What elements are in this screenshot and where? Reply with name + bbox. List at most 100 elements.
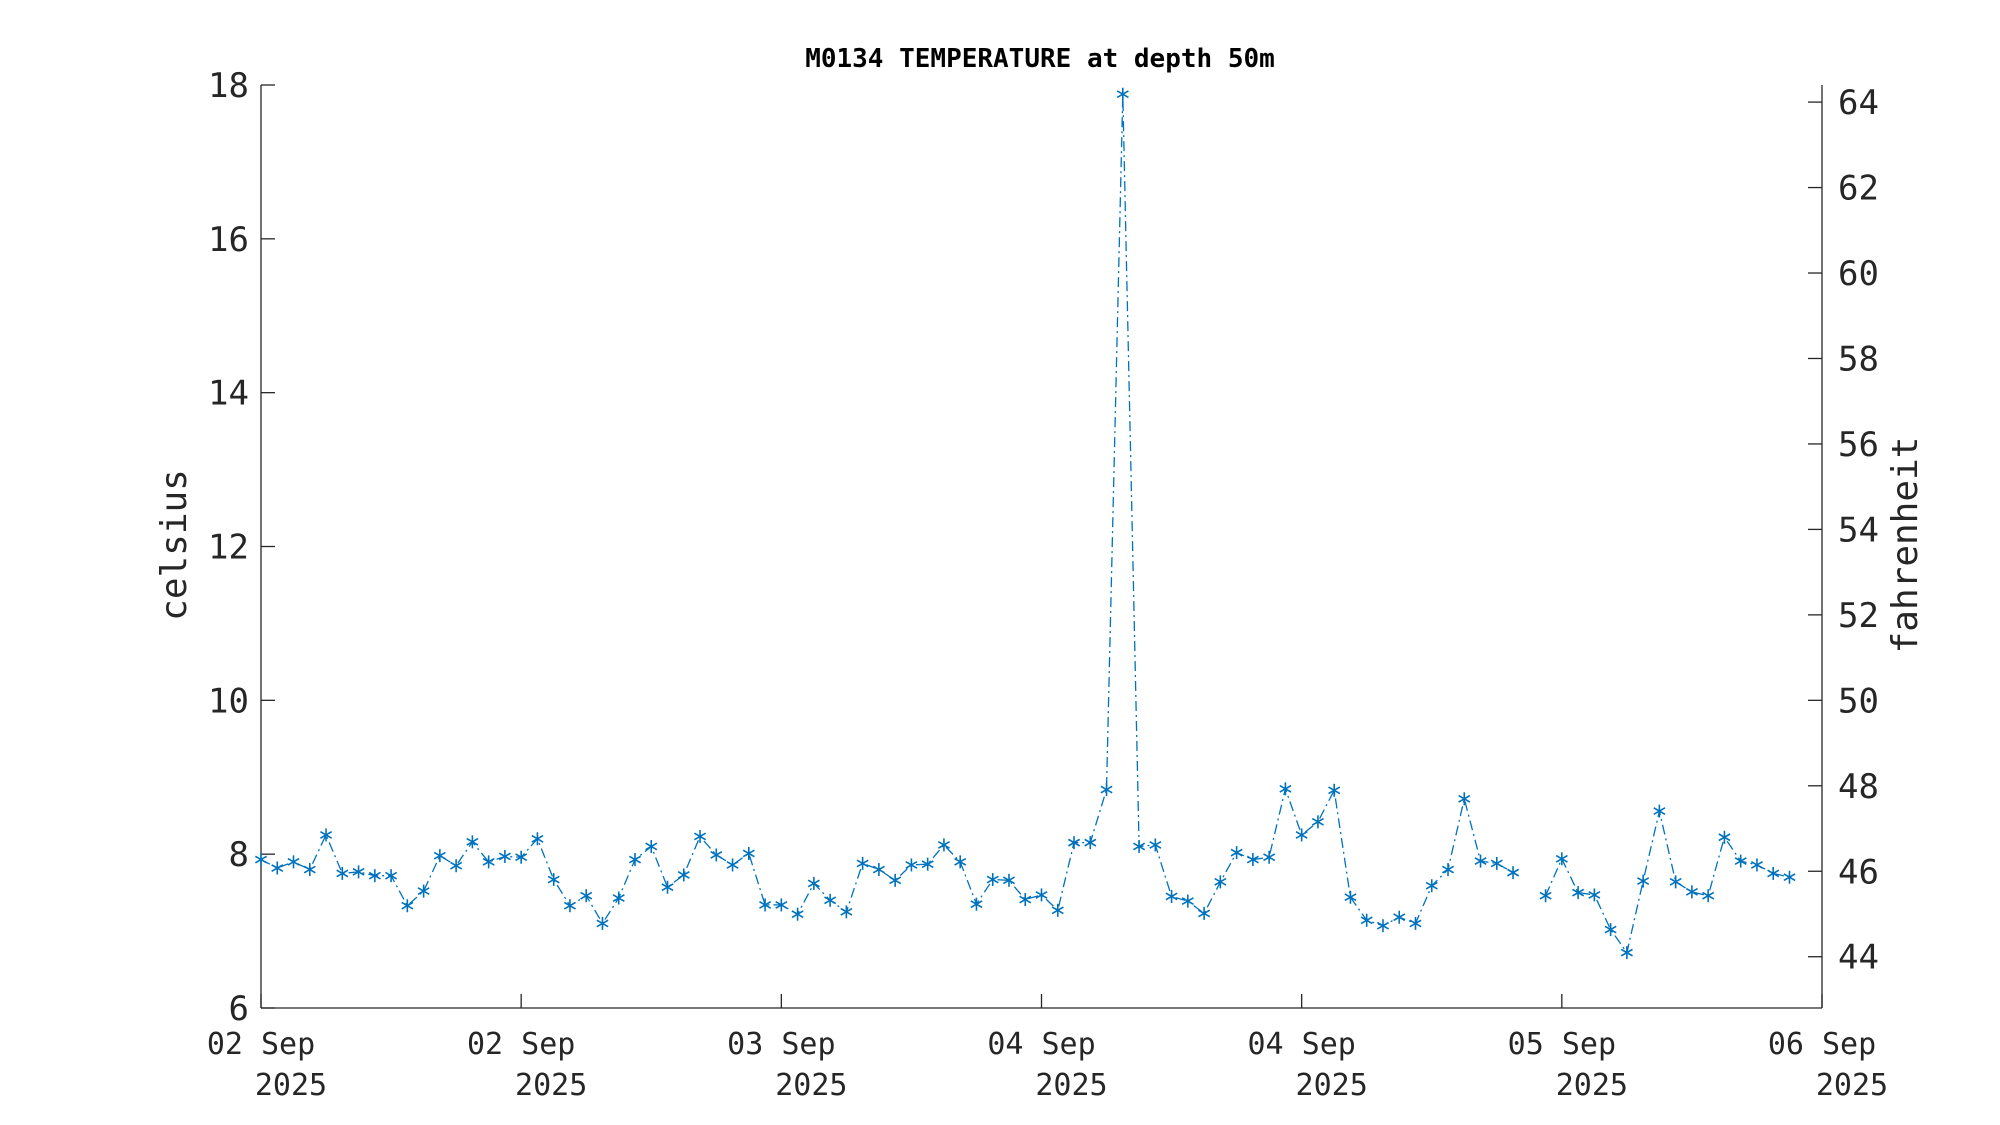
- data-point: [580, 889, 593, 903]
- data-point: [1230, 846, 1243, 860]
- data-point: [1328, 783, 1341, 797]
- y2-tick-label: 58: [1838, 339, 1879, 379]
- data-point: [1685, 885, 1698, 899]
- data-point: [1767, 866, 1780, 880]
- data-point: [1653, 804, 1666, 818]
- data-point: [1539, 889, 1552, 903]
- series-line: [260, 94, 1514, 927]
- y-tick-label: 14: [208, 374, 249, 414]
- data-point: [401, 899, 414, 913]
- x-tick-label-year: 2025: [1816, 1068, 1888, 1103]
- data-point: [368, 869, 381, 883]
- data-point: [824, 893, 837, 907]
- x-tick-label-year: 2025: [1296, 1068, 1368, 1103]
- data-point: [1263, 850, 1276, 864]
- series-line: [1545, 810, 1790, 955]
- data-point: [775, 898, 788, 912]
- x-tick-label-date: 02 Sep: [467, 1027, 575, 1062]
- data-point: [1409, 916, 1422, 930]
- data-point: [1100, 783, 1113, 797]
- data-point: [1084, 836, 1097, 850]
- x-tick-label-date: 04 Sep: [1247, 1027, 1355, 1062]
- x-tick-label-year: 2025: [255, 1068, 327, 1103]
- x-tick-label-year: 2025: [775, 1068, 847, 1103]
- data-point: [336, 866, 349, 880]
- data-point: [1604, 923, 1617, 937]
- data-point: [254, 853, 268, 867]
- y2-tick-label: 44: [1838, 938, 1879, 978]
- x-tick-label-date: 03 Sep: [727, 1027, 835, 1062]
- data-point: [1620, 946, 1633, 960]
- data-point: [482, 855, 495, 869]
- data-point: [954, 855, 967, 869]
- data-point: [1637, 874, 1650, 888]
- data-point: [1116, 87, 1129, 101]
- data-point: [1295, 828, 1308, 842]
- data-point: [1279, 782, 1292, 796]
- x-tick-label-year: 2025: [1035, 1068, 1107, 1103]
- y-axis-label: celsius: [154, 469, 195, 621]
- data-point: [1702, 889, 1715, 903]
- data-point: [1750, 858, 1763, 872]
- y2-tick-label: 48: [1838, 767, 1879, 807]
- data-point: [742, 846, 755, 860]
- data-point: [677, 868, 690, 882]
- data-point: [759, 898, 772, 912]
- y-tick-label: 12: [208, 528, 249, 568]
- data-point: [937, 838, 950, 852]
- data-point: [433, 849, 446, 863]
- y2-tick-label: 46: [1838, 852, 1879, 892]
- data-point: [970, 897, 983, 911]
- y2-tick-label: 64: [1838, 83, 1879, 123]
- data-point: [1214, 875, 1227, 889]
- y-tick-label: 8: [229, 835, 249, 875]
- data-point: [271, 861, 284, 875]
- data-point: [563, 899, 576, 913]
- data-point: [1311, 815, 1324, 829]
- data-point: [1490, 856, 1503, 870]
- data-point: [986, 873, 999, 887]
- data-point: [645, 839, 658, 853]
- data-point: [628, 853, 642, 867]
- data-point: [417, 884, 430, 898]
- data-point: [466, 835, 479, 849]
- data-point: [450, 859, 463, 873]
- data-point: [1360, 913, 1373, 927]
- data-point: [1376, 919, 1389, 933]
- data-point: [1669, 875, 1682, 889]
- data-point: [1718, 830, 1731, 844]
- data-point: [1002, 873, 1016, 887]
- x-tick-label-year: 2025: [515, 1068, 587, 1103]
- data-point: [889, 873, 902, 887]
- data-point: [1019, 893, 1032, 907]
- data-point: [287, 855, 300, 869]
- x-tick-label-date: 05 Sep: [1508, 1027, 1616, 1062]
- data-point: [352, 865, 365, 879]
- data-point: [872, 863, 885, 877]
- data-point: [1588, 888, 1601, 902]
- data-point: [1458, 792, 1471, 806]
- y-tick-label: 18: [208, 66, 249, 106]
- y2-tick-label: 60: [1838, 254, 1879, 294]
- data-point: [856, 856, 869, 870]
- data-point: [498, 849, 511, 863]
- data-point: [1165, 889, 1178, 903]
- x-tick-label-date: 04 Sep: [987, 1027, 1095, 1062]
- data-point: [1133, 839, 1146, 853]
- data-point: [596, 916, 609, 930]
- y-tick-label: 16: [208, 220, 249, 260]
- x-tick-label-year: 2025: [1556, 1068, 1628, 1103]
- data-point: [694, 829, 707, 843]
- data-point: [1198, 906, 1211, 920]
- data-point: [921, 857, 934, 871]
- plot-area: [254, 87, 1796, 960]
- axes: [260, 84, 1823, 1009]
- data-point: [1035, 888, 1048, 902]
- data-point: [1344, 890, 1357, 904]
- tick-labels: 6 8 10 12 14 16 18 44 46 48 50 52 54 56 58 60 62 64 02 Sep…: [207, 66, 1888, 1103]
- data-point: [726, 858, 739, 872]
- x-tick-label-date: 06 Sep: [1768, 1027, 1876, 1062]
- data-point: [1572, 886, 1585, 900]
- data-point: [612, 891, 625, 905]
